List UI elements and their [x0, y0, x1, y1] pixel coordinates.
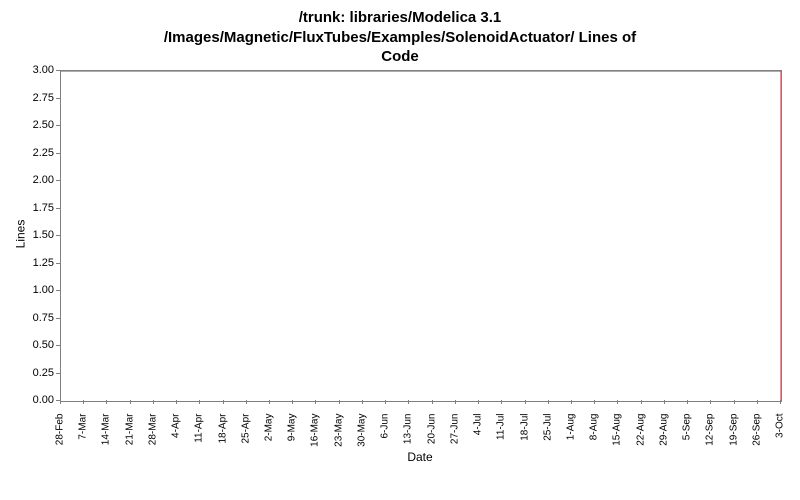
- x-tick-label: 1-Aug: [565, 414, 576, 474]
- x-tick-label: 3-Oct: [775, 414, 786, 474]
- y-tick: [56, 373, 60, 374]
- y-tick-label: 2.25: [33, 147, 54, 159]
- y-tick-label: 2.75: [33, 92, 54, 104]
- x-tick-label: 28-Feb: [55, 414, 66, 474]
- x-tick-label: 2-May: [264, 414, 275, 474]
- chart-container: /trunk: libraries/Modelica 3.1 /Images/M…: [0, 0, 800, 500]
- x-tick-label: 5-Sep: [682, 414, 693, 474]
- x-tick: [269, 400, 270, 404]
- title-line-2: /Images/Magnetic/FluxTubes/Examples/Sole…: [164, 29, 636, 46]
- x-tick: [780, 400, 781, 404]
- x-tick-label: 13-Jun: [403, 414, 414, 474]
- title-line-1: /trunk: libraries/Modelica 3.1: [299, 9, 502, 26]
- y-tick: [56, 98, 60, 99]
- y-tick: [56, 70, 60, 71]
- x-tick-label: 15-Aug: [612, 414, 623, 474]
- x-tick: [153, 400, 154, 404]
- x-tick: [83, 400, 84, 404]
- y-tick: [56, 153, 60, 154]
- x-tick-label: 21-Mar: [124, 414, 135, 474]
- x-tick-label: 25-Apr: [240, 414, 251, 474]
- y-axis-label: Lines: [13, 220, 27, 249]
- x-tick-label: 22-Aug: [635, 414, 646, 474]
- line-series: [61, 71, 781, 401]
- y-tick: [56, 263, 60, 264]
- y-tick: [56, 125, 60, 126]
- x-tick: [385, 400, 386, 404]
- x-tick: [432, 400, 433, 404]
- x-tick: [315, 400, 316, 404]
- x-tick-label: 19-Sep: [728, 414, 739, 474]
- y-tick-label: 1.00: [33, 284, 54, 296]
- x-tick-label: 6-Jun: [380, 414, 391, 474]
- x-tick: [478, 400, 479, 404]
- y-tick-label: 1.50: [33, 229, 54, 241]
- x-tick: [687, 400, 688, 404]
- x-tick-label: 23-May: [333, 414, 344, 474]
- title-line-3: Code: [381, 48, 419, 65]
- x-tick-label: 16-May: [310, 414, 321, 474]
- x-axis-label: Date: [60, 450, 780, 464]
- x-tick: [594, 400, 595, 404]
- x-tick: [130, 400, 131, 404]
- x-tick: [292, 400, 293, 404]
- x-tick-label: 27-Jun: [449, 414, 460, 474]
- y-tick-label: 0.75: [33, 312, 54, 324]
- y-tick-label: 3.00: [33, 64, 54, 76]
- x-tick-label: 9-May: [287, 414, 298, 474]
- x-tick: [501, 400, 502, 404]
- x-tick-label: 4-Apr: [171, 414, 182, 474]
- y-tick: [56, 290, 60, 291]
- x-tick: [710, 400, 711, 404]
- x-tick: [525, 400, 526, 404]
- x-tick: [548, 400, 549, 404]
- x-tick: [757, 400, 758, 404]
- x-tick-label: 8-Aug: [589, 414, 600, 474]
- x-tick-label: 12-Sep: [705, 414, 716, 474]
- x-tick-label: 29-Aug: [658, 414, 669, 474]
- x-tick: [408, 400, 409, 404]
- data-line: [61, 71, 781, 401]
- x-tick-label: 25-Jul: [542, 414, 553, 474]
- x-tick-label: 14-Mar: [101, 414, 112, 474]
- y-tick: [56, 318, 60, 319]
- x-tick: [223, 400, 224, 404]
- y-tick: [56, 345, 60, 346]
- x-tick: [617, 400, 618, 404]
- x-tick-label: 11-Jul: [496, 414, 507, 474]
- chart-title: /trunk: libraries/Modelica 3.1 /Images/M…: [0, 0, 800, 71]
- x-tick: [734, 400, 735, 404]
- x-tick: [339, 400, 340, 404]
- y-tick: [56, 208, 60, 209]
- y-tick-label: 0.25: [33, 367, 54, 379]
- x-tick: [106, 400, 107, 404]
- x-tick: [571, 400, 572, 404]
- x-tick-label: 4-Jul: [473, 414, 484, 474]
- x-tick-label: 7-Mar: [78, 414, 89, 474]
- x-tick-label: 18-Apr: [217, 414, 228, 474]
- x-tick-label: 20-Jun: [426, 414, 437, 474]
- x-tick: [362, 400, 363, 404]
- x-tick: [199, 400, 200, 404]
- y-tick-label: 1.75: [33, 202, 54, 214]
- y-tick-label: 2.50: [33, 119, 54, 131]
- x-tick: [176, 400, 177, 404]
- x-tick: [641, 400, 642, 404]
- x-tick-label: 11-Apr: [194, 414, 205, 474]
- x-tick: [664, 400, 665, 404]
- y-tick: [56, 180, 60, 181]
- x-tick-label: 28-Mar: [147, 414, 158, 474]
- x-tick-label: 30-May: [356, 414, 367, 474]
- y-tick-label: 2.00: [33, 174, 54, 186]
- x-tick: [455, 400, 456, 404]
- y-tick-label: 0.50: [33, 339, 54, 351]
- x-tick-label: 18-Jul: [519, 414, 530, 474]
- x-tick: [246, 400, 247, 404]
- y-tick: [56, 235, 60, 236]
- y-tick-label: 1.25: [33, 257, 54, 269]
- x-tick: [60, 400, 61, 404]
- plot-area: [60, 70, 782, 402]
- y-tick-label: 0.00: [33, 394, 54, 406]
- x-tick-label: 26-Sep: [751, 414, 762, 474]
